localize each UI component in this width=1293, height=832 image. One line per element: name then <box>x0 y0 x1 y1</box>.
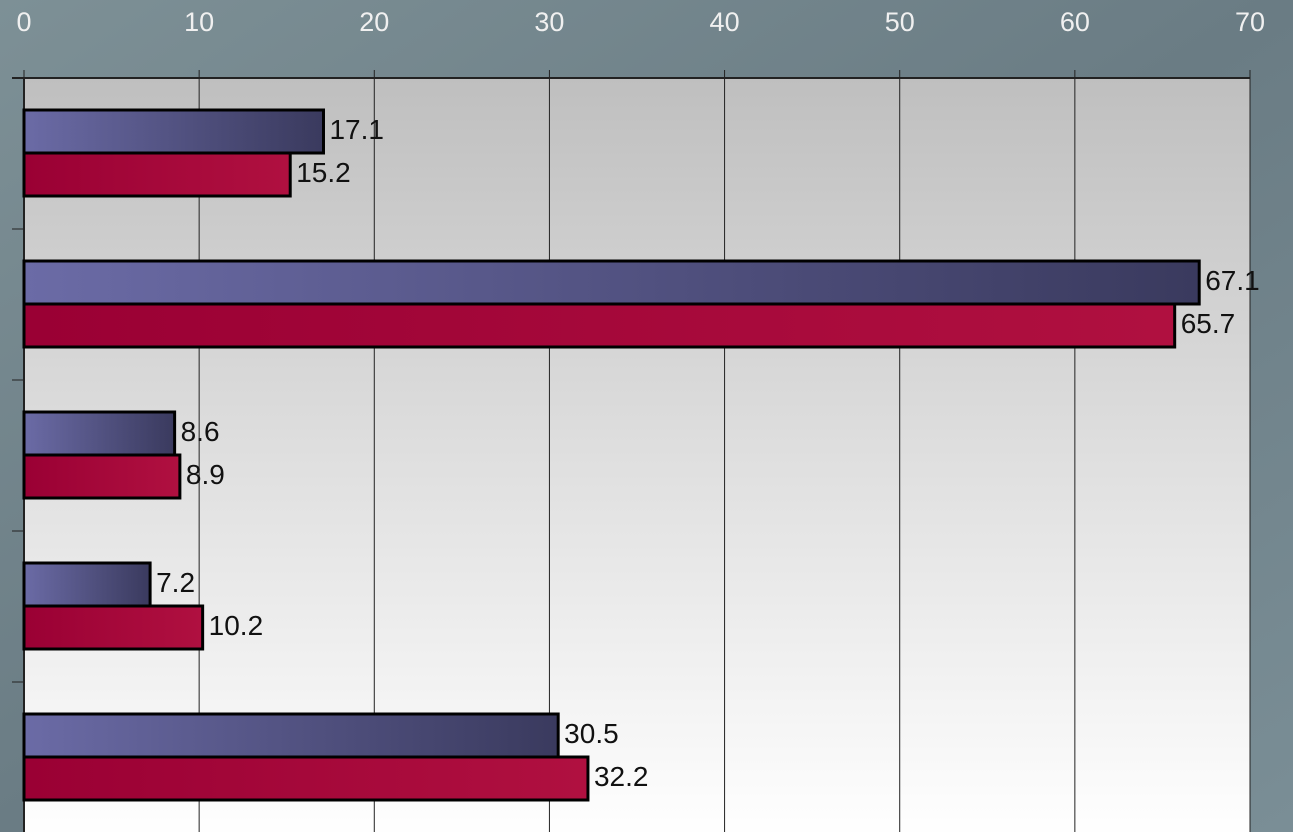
bar <box>22 302 1177 349</box>
bar <box>22 755 590 802</box>
x-tick-label: 0 <box>16 7 31 37</box>
bar <box>22 151 292 198</box>
bar <box>22 259 1201 306</box>
x-tick-label: 60 <box>1060 7 1090 37</box>
data-label: 32.2 <box>594 761 649 792</box>
x-tick-label: 30 <box>534 7 564 37</box>
bar <box>22 561 152 608</box>
data-label: 67.1 <box>1205 265 1260 296</box>
bar <box>22 604 205 651</box>
data-label: 7.2 <box>156 567 195 598</box>
data-label: 30.5 <box>564 718 619 749</box>
data-label: 8.6 <box>181 416 220 447</box>
x-tick-label: 10 <box>184 7 214 37</box>
bar <box>22 410 177 457</box>
bar <box>22 453 182 500</box>
bar <box>22 108 325 155</box>
data-label: 65.7 <box>1181 308 1236 339</box>
x-tick-label: 20 <box>359 7 389 37</box>
data-label: 8.9 <box>186 459 225 490</box>
data-label: 10.2 <box>209 610 264 641</box>
x-tick-label: 50 <box>885 7 915 37</box>
plot-area <box>24 78 1250 832</box>
x-tick-label: 70 <box>1235 7 1265 37</box>
data-label: 15.2 <box>296 157 351 188</box>
x-tick-label: 40 <box>710 7 740 37</box>
bar <box>22 712 560 759</box>
data-label: 17.1 <box>329 114 384 145</box>
